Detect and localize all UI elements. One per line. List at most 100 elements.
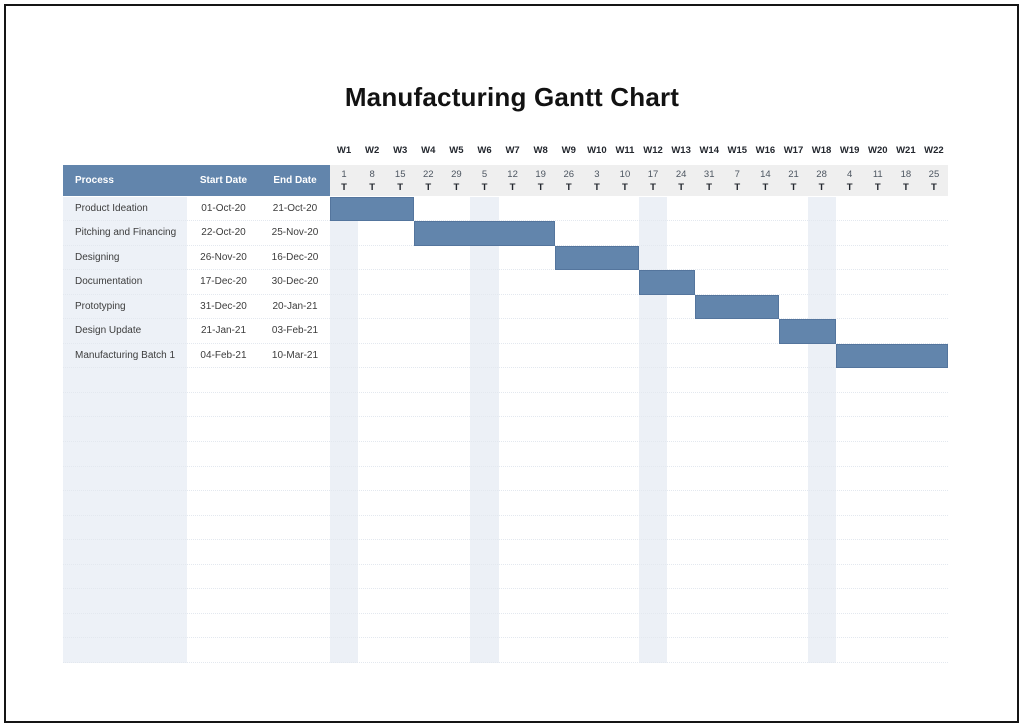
- week-start-date: 3: [594, 168, 600, 180]
- week-day-letter: T: [734, 181, 741, 193]
- week-start-date: 24: [675, 168, 687, 180]
- week-day-letter: T: [509, 181, 516, 193]
- week-label: W15: [727, 145, 748, 156]
- week-start-date: 5: [481, 168, 488, 180]
- week-day-letter: T: [706, 181, 713, 193]
- week-day-letter: T: [818, 181, 825, 193]
- week-label: W10: [587, 145, 607, 156]
- week-start-date: 18: [900, 168, 912, 180]
- chart-title: Manufacturing Gantt Chart: [344, 82, 680, 112]
- task-start-date: 26-Nov-20: [200, 251, 247, 263]
- task-end-date: 10-Mar-21: [271, 349, 319, 361]
- task-name: Product Ideation: [75, 202, 148, 214]
- column-header-process: Process: [75, 175, 114, 186]
- week-start-date: 7: [734, 168, 740, 180]
- grid-row: [63, 614, 948, 639]
- week-label: W16: [755, 145, 776, 156]
- grid-row: [63, 319, 948, 344]
- week-day-letter: T: [537, 181, 544, 193]
- week-label: W7: [505, 145, 520, 156]
- week-start-date: 4: [847, 168, 853, 180]
- week-start-date: 22: [423, 168, 434, 180]
- grid-row: [63, 565, 948, 590]
- month-start-band: [330, 196, 359, 663]
- task-name: Documentation: [75, 276, 143, 288]
- gantt-bar: [835, 343, 948, 369]
- grid-row: [63, 442, 948, 467]
- week-label: W18: [811, 145, 832, 156]
- grid-row: [63, 197, 948, 222]
- grid-row: [63, 540, 948, 565]
- task-start-date: 31-Dec-20: [200, 300, 247, 312]
- task-end-date: 21-Oct-20: [272, 202, 318, 214]
- week-label: W5: [449, 145, 464, 156]
- gantt-bar: [779, 319, 836, 344]
- week-day-letter: T: [678, 181, 685, 193]
- week-day-letter: T: [369, 181, 376, 193]
- task-start-date: 01-Oct-20: [201, 202, 246, 214]
- task-name: Designing: [75, 251, 120, 263]
- week-start-date: 1: [341, 168, 347, 180]
- week-day-letter: T: [565, 181, 572, 193]
- month-start-band: [807, 196, 836, 663]
- week-label: W11: [615, 145, 635, 156]
- week-day-letter: T: [902, 181, 909, 193]
- task-start-date: 04-Feb-21: [200, 349, 247, 361]
- week-label: W8: [533, 145, 548, 156]
- week-label: W14: [699, 145, 719, 156]
- week-start-date: 26: [563, 168, 575, 180]
- task-end-date: 25-Nov-20: [271, 227, 319, 239]
- task-start-date: 17-Dec-20: [200, 276, 247, 288]
- grid-row: [63, 393, 948, 418]
- week-day-letter: T: [846, 181, 853, 193]
- grid-row: [63, 589, 948, 614]
- gantt-bar: [414, 221, 555, 246]
- grid-row: [63, 417, 948, 442]
- week-start-date: 25: [928, 168, 940, 180]
- week-label: W21: [896, 145, 916, 156]
- week-start-date: 8: [369, 168, 375, 180]
- grid-row: [63, 246, 948, 271]
- gantt-bar: [330, 196, 415, 222]
- task-end-date: 16-Dec-20: [271, 251, 319, 263]
- week-start-date: 28: [816, 168, 827, 180]
- week-day-letter: T: [762, 181, 769, 193]
- task-name: Prototyping: [75, 300, 126, 312]
- week-label: W20: [867, 145, 888, 156]
- column-header-start-date: Start Date: [199, 175, 248, 186]
- week-strip-background: [330, 165, 948, 196]
- grid-row: [63, 516, 948, 541]
- task-end-date: 20-Jan-21: [272, 300, 318, 312]
- week-start-date: 17: [647, 168, 659, 180]
- task-end-date: 03-Feb-21: [271, 325, 319, 337]
- week-start-date: 14: [760, 168, 771, 180]
- week-day-letter: T: [341, 181, 347, 193]
- week-day-letter: T: [453, 181, 460, 193]
- task-start-date: 22-Oct-20: [201, 227, 246, 239]
- week-start-date: 11: [872, 168, 883, 180]
- week-day-letter: T: [622, 181, 628, 193]
- column-header-end-date: End Date: [273, 175, 317, 186]
- week-label: W13: [671, 145, 691, 156]
- week-label: W4: [421, 145, 436, 156]
- week-label: W3: [393, 145, 408, 156]
- week-label: W6: [477, 145, 492, 156]
- week-label: W19: [839, 145, 860, 156]
- week-start-date: 19: [535, 168, 546, 180]
- week-start-date: 12: [507, 168, 518, 180]
- grid-row: [63, 295, 948, 320]
- week-label: W2: [364, 145, 380, 156]
- gantt-bar: [695, 294, 780, 320]
- week-label: W17: [783, 145, 804, 156]
- week-day-letter: T: [650, 181, 656, 193]
- gantt-bar: [554, 245, 639, 271]
- grid-row: [63, 638, 948, 663]
- week-day-letter: T: [481, 181, 488, 193]
- week-label: W22: [924, 145, 944, 156]
- week-day-letter: T: [425, 181, 432, 193]
- grid-row: [63, 344, 948, 369]
- grid-row: [63, 368, 948, 393]
- task-end-date: 30-Dec-20: [271, 276, 319, 288]
- grid-row: [63, 491, 948, 516]
